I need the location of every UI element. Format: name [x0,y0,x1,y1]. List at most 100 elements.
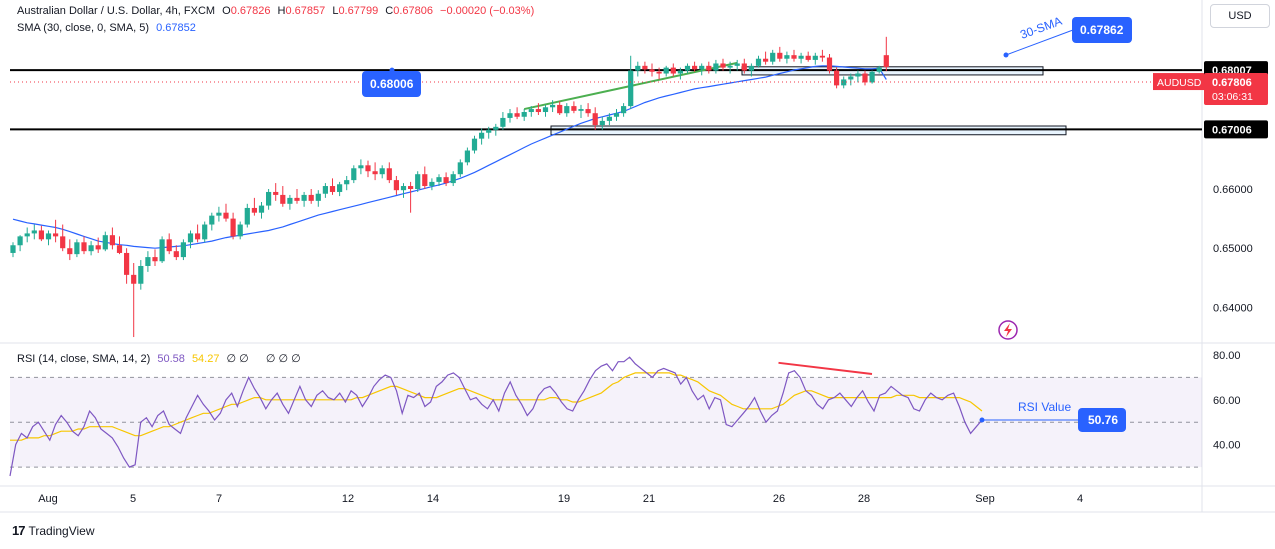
candle [841,76,847,89]
candle-body [528,109,534,113]
candle [159,236,165,264]
candle [280,186,286,207]
candle-body [450,174,456,184]
candle-body [663,67,669,74]
candle [209,212,215,231]
main-legend: Australian Dollar / U.S. Dollar, 4h, FXC… [17,5,534,17]
candle [131,263,137,338]
candle [24,227,30,243]
rsi-callout-value: 50.76 [1088,413,1118,427]
candle-body [386,168,392,181]
price-tick-label: 0.64000 [1213,302,1253,314]
sma-line [12,65,887,249]
candle [145,251,151,272]
candle [585,103,591,117]
callout-text: 0.68006 [370,77,414,91]
candle [670,63,676,77]
time-tick-label: Sep [975,493,995,505]
candle-body [322,186,328,194]
rsi-callout: 50.76 [1078,407,1126,432]
candle [656,67,662,80]
current-price-label: AUDUSD 0.67806 03:06:31 [1153,73,1268,106]
candle-body [876,67,882,72]
candle [251,197,257,216]
candle [102,231,108,252]
candle-body [266,191,272,206]
candle-body [748,65,754,71]
candle [415,171,421,192]
candle-body [457,162,463,175]
candle [578,104,584,118]
currency-button[interactable]: USD [1210,4,1270,28]
candle [230,212,236,240]
candle [550,100,556,113]
candle [166,233,172,255]
candle [692,61,698,72]
low-value: 0.67799 [338,5,379,17]
candle [514,107,520,120]
candle [173,245,179,261]
candle-body [642,65,648,70]
sma-pointer-line [1005,29,1074,56]
level-price-label: 0.67006 [1204,120,1268,139]
candle-body [883,55,889,68]
candle-body [720,63,726,68]
rsi-callout-bg [1078,407,1126,432]
candle-body [273,191,279,195]
candle-body [152,257,158,262]
candle-body [571,106,577,111]
candle-body [337,184,343,192]
candle [493,123,499,136]
candle-body [308,194,314,201]
candle-body [45,233,52,240]
candle [422,166,428,189]
candle-body [770,52,776,62]
candle-body [564,106,570,114]
rsi-extra: ∅ ∅ [226,353,249,365]
candle [358,159,364,175]
tradingview-logo[interactable]: 17 TradingView [12,523,95,538]
candle [138,260,144,290]
candle [500,112,506,130]
price-tick-label: 0.66000 [1213,184,1253,196]
candle [699,63,705,76]
candle-body [109,235,115,246]
rsi-label: RSI (14, close, SMA, 14, 2) [17,353,151,365]
candle-body [351,168,357,181]
candle [53,219,59,243]
candle [344,175,350,191]
candle [365,160,371,178]
candle-body [471,138,478,151]
candle [17,235,23,252]
candle [798,52,804,64]
candle-body [713,63,719,71]
candle [734,59,740,71]
candle [486,126,492,139]
candle [180,239,186,261]
candle [287,194,293,210]
candle [258,202,265,219]
rsi-ma-line [10,372,983,441]
candle [613,109,620,121]
candle-body [400,186,407,191]
candle [755,55,762,68]
candle-body [187,233,194,243]
candle-body [741,63,747,71]
callout-bg [362,71,421,97]
candle-body [819,55,825,58]
candle [429,178,435,191]
candle-body [344,180,350,185]
candle-body [195,233,201,240]
candle [45,230,52,246]
candle-body [53,233,59,237]
candle [805,51,811,62]
candle [31,224,37,240]
candle [848,73,854,86]
candle-body [521,112,527,117]
candle [784,51,790,64]
candle-body [848,76,854,80]
candle-body [791,55,797,59]
candle [372,162,378,181]
candle [322,183,328,198]
